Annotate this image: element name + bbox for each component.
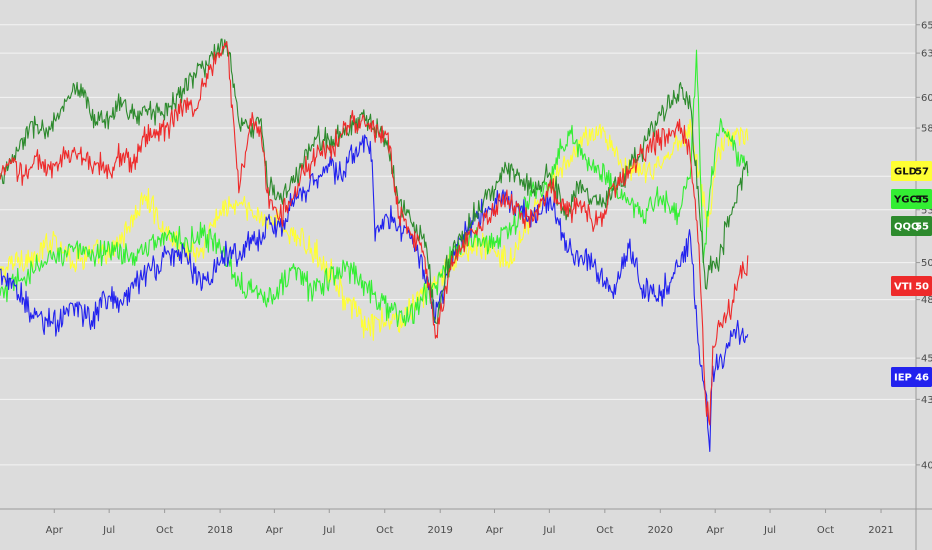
x-tick-label: 2020 [648,525,673,536]
price-tag-symbol: IEP [894,373,912,384]
price-tag-symbol: VTI [894,282,912,293]
y-tick-label: 50 [921,258,932,269]
price-tag-vti: VTI 50 [891,276,932,296]
x-tick-label: Jul [322,525,335,536]
x-tick-label: Apr [486,525,504,536]
y-tick-label: 58 [921,124,932,135]
x-tick-label: Oct [596,525,613,536]
x-tick-label: Jul [542,525,555,536]
x-tick-label: Apr [46,525,64,536]
price-tag-value: 55 [915,195,929,206]
x-tick-label: Jul [763,525,776,536]
y-tick-label: 45 [921,354,932,365]
price-tag-value: 55 [915,222,929,233]
price-tag-value: 57 [915,167,929,178]
y-tick-label: 65 [921,20,932,31]
x-tick-label: Apr [707,525,725,536]
y-tick-label: 48 [921,295,932,306]
x-tick-label: Oct [156,525,173,536]
x-tick-label: Oct [817,525,834,536]
x-tick-label: Oct [376,525,393,536]
x-tick-label: 2018 [207,525,232,536]
x-tick-label: 2019 [427,525,452,536]
price-tag-symbol: GLD [894,167,917,178]
price-tag-value: 46 [915,373,929,384]
y-tick-label: 60 [921,93,932,104]
x-tick-label: 2021 [868,525,893,536]
y-tick-label: 63 [921,49,932,60]
x-tick-label: Jul [102,525,115,536]
price-tag-iep: IEP 46 [891,367,932,387]
y-tick-label: 40 [921,460,932,471]
x-tick-label: Apr [266,525,284,536]
price-tag-value: 50 [915,282,929,293]
y-tick-label: 43 [921,395,932,406]
